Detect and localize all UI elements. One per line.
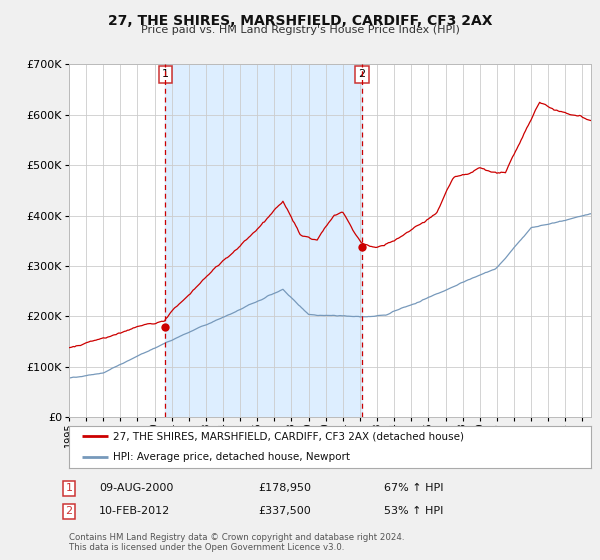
Text: 2: 2 (65, 506, 73, 516)
Text: 53% ↑ HPI: 53% ↑ HPI (384, 506, 443, 516)
Text: 09-AUG-2000: 09-AUG-2000 (99, 483, 173, 493)
Text: 27, THE SHIRES, MARSHFIELD, CARDIFF, CF3 2AX: 27, THE SHIRES, MARSHFIELD, CARDIFF, CF3… (108, 14, 492, 28)
Text: 1: 1 (65, 483, 73, 493)
Text: 1: 1 (161, 69, 169, 80)
Text: 67% ↑ HPI: 67% ↑ HPI (384, 483, 443, 493)
Text: Price paid vs. HM Land Registry's House Price Index (HPI): Price paid vs. HM Land Registry's House … (140, 25, 460, 35)
Text: 10-FEB-2012: 10-FEB-2012 (99, 506, 170, 516)
Text: £178,950: £178,950 (258, 483, 311, 493)
Text: Contains HM Land Registry data © Crown copyright and database right 2024.: Contains HM Land Registry data © Crown c… (69, 533, 404, 542)
Text: 27, THE SHIRES, MARSHFIELD, CARDIFF, CF3 2AX (detached house): 27, THE SHIRES, MARSHFIELD, CARDIFF, CF3… (113, 431, 464, 441)
Text: This data is licensed under the Open Government Licence v3.0.: This data is licensed under the Open Gov… (69, 543, 344, 552)
Text: HPI: Average price, detached house, Newport: HPI: Average price, detached house, Newp… (113, 452, 350, 462)
Text: £337,500: £337,500 (258, 506, 311, 516)
Bar (165, 64, 362, 417)
Text: 2: 2 (358, 69, 365, 80)
